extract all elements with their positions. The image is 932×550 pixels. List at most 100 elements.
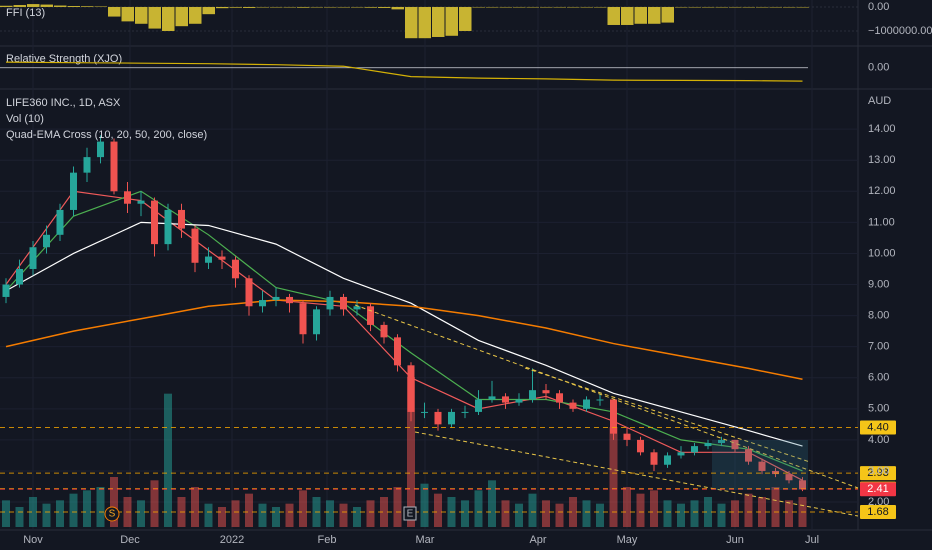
volume-bar <box>339 503 348 527</box>
volume-bar <box>501 500 510 527</box>
ema-line <box>5 299 803 381</box>
ffi-bar <box>310 6 323 8</box>
ffi-bar <box>162 6 175 31</box>
y-tick-label: 7.00 <box>868 341 889 353</box>
ffi-bar <box>40 4 53 7</box>
ffi-bar <box>769 6 782 8</box>
candle-body <box>353 306 361 310</box>
volume-bar <box>582 500 591 527</box>
volume-bar <box>542 500 550 527</box>
volume-bar <box>528 493 537 527</box>
volume-bar <box>623 487 631 527</box>
volume-label: Vol (10) <box>6 113 44 125</box>
candle-body <box>56 209 64 235</box>
ffi-bar <box>189 6 202 24</box>
volume-bar <box>353 507 361 527</box>
price-label-box <box>860 482 896 497</box>
candle-body <box>758 461 766 471</box>
price-label-box <box>860 504 896 519</box>
ffi-bar <box>405 6 418 39</box>
candle-body <box>218 256 226 260</box>
ffi-bar <box>459 6 472 31</box>
volume-bar <box>299 490 307 527</box>
volume-bar <box>407 377 415 527</box>
y-tick-label: 8.00 <box>868 309 889 321</box>
volume-bar <box>650 490 658 527</box>
candle-body <box>515 399 523 403</box>
candle-body <box>367 306 374 325</box>
candle-body <box>286 296 293 304</box>
volume-bar <box>393 487 402 527</box>
candle-body <box>164 209 172 245</box>
candle-body <box>151 200 158 245</box>
ffi-bar <box>513 6 526 8</box>
volume-bar <box>150 480 159 527</box>
candle-body <box>475 399 482 412</box>
ffi-bar <box>364 6 377 8</box>
volume-bar <box>555 503 564 527</box>
x-tick-label: May <box>617 534 638 546</box>
ffi-bar <box>607 6 620 25</box>
volume-bar <box>731 500 739 527</box>
candle-body <box>97 141 104 158</box>
candle-body <box>380 324 388 338</box>
volume-bar <box>69 493 78 527</box>
ffi-bar <box>729 6 742 8</box>
volume-bar <box>434 493 442 527</box>
volume-bar <box>636 493 645 527</box>
ffi-bar <box>648 6 661 24</box>
trendlines <box>354 304 859 517</box>
price-label-box <box>860 466 896 481</box>
candle-body <box>313 309 320 335</box>
ffi-bar <box>486 6 499 8</box>
volume-bar <box>218 507 226 527</box>
volume-bar <box>690 500 699 527</box>
ffi-bar <box>715 6 728 8</box>
volume-bar <box>461 500 469 527</box>
ffi-bar <box>391 6 404 10</box>
volume-bar <box>204 503 213 527</box>
ffi-bar <box>108 6 121 17</box>
ffi-bar <box>351 6 364 8</box>
ffi-bar <box>580 6 593 8</box>
y-tick-label: 3.00 <box>868 465 889 477</box>
y-tick-label: 14.00 <box>868 123 896 135</box>
ema-line <box>5 221 803 447</box>
ffi-bar <box>432 6 445 37</box>
x-tick-label: Mar <box>416 534 435 546</box>
volume-bar <box>326 500 334 527</box>
y-tick-label: 6.00 <box>868 372 889 384</box>
x-tick-label: Nov <box>23 534 43 546</box>
volume-bar <box>164 393 172 527</box>
ffi-bar <box>499 6 512 8</box>
ffi-bar <box>783 6 796 8</box>
ffi-bar <box>688 6 701 8</box>
trendline <box>414 431 859 517</box>
ffi-bar <box>594 6 607 8</box>
ffi-bar <box>297 6 310 8</box>
candle-body <box>610 399 617 434</box>
candle-body <box>434 411 442 425</box>
candle-body <box>191 228 199 263</box>
y-tick-label: 5.00 <box>868 403 889 415</box>
x-tick-label: Jun <box>726 534 744 546</box>
candle-body <box>704 442 712 447</box>
candle-body <box>83 157 91 173</box>
y-tick-label: 12.00 <box>868 185 896 197</box>
y-tick-label: 2.00 <box>868 496 889 508</box>
ffi-bar <box>270 6 283 8</box>
volume-bar <box>83 490 91 527</box>
volume-bar <box>663 500 672 527</box>
volume-bar <box>771 487 780 527</box>
candle-body <box>731 439 739 450</box>
volume-bar <box>285 503 294 527</box>
price-label-box <box>860 420 896 435</box>
x-tick-label: 2022 <box>220 534 244 546</box>
candle-body <box>448 411 455 425</box>
y-tick-label: 13.00 <box>868 154 896 166</box>
ffi-bar <box>54 5 67 7</box>
volume-bar <box>515 503 523 527</box>
candle-body <box>2 284 10 297</box>
candle-body <box>691 446 698 453</box>
trendline <box>524 367 811 463</box>
